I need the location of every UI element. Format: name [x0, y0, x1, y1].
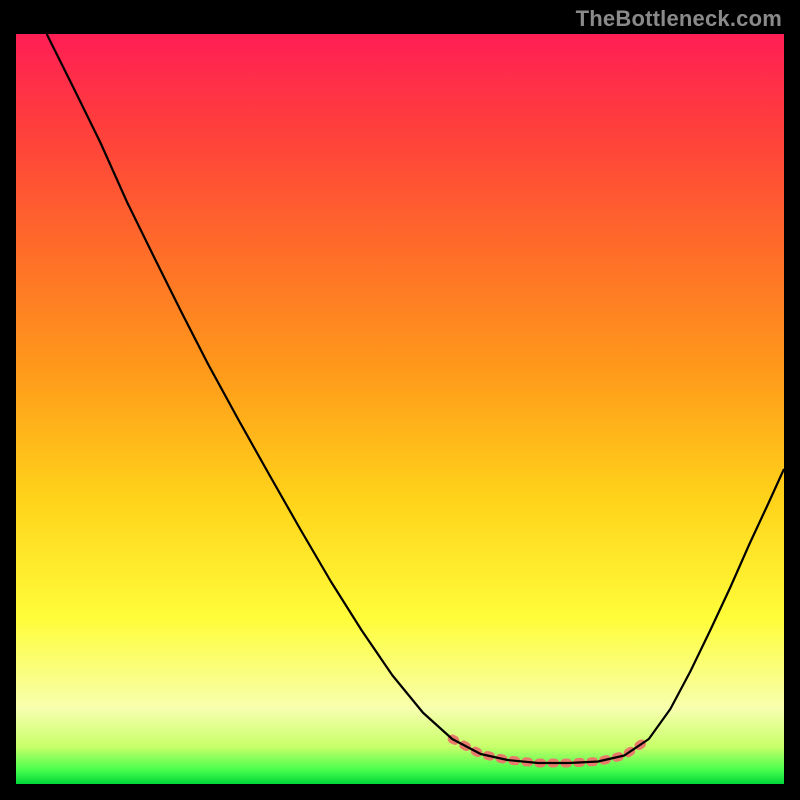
watermark-text: TheBottleneck.com — [576, 6, 782, 32]
chart-frame — [16, 34, 784, 784]
chart-svg — [16, 34, 784, 784]
chart-background — [16, 34, 784, 784]
